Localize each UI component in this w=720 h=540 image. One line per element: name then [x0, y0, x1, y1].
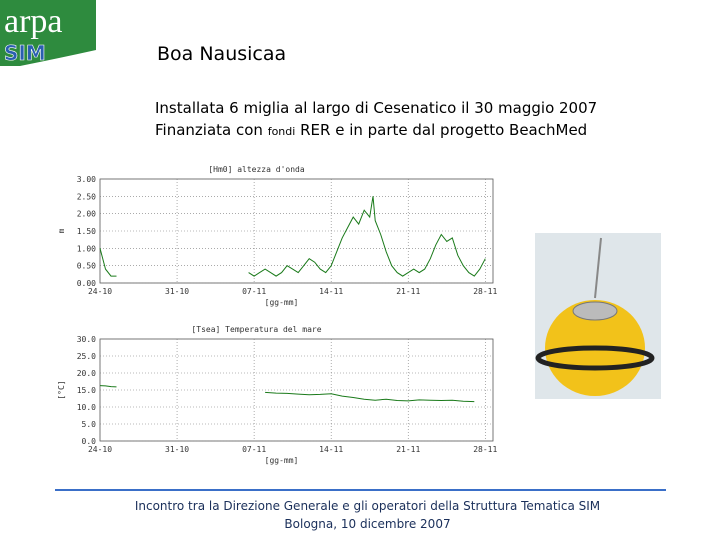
- x-tick-label: 31-10: [165, 287, 189, 296]
- y-tick-label: 30.0: [77, 335, 96, 344]
- slide-title: Boa Nausicaa: [157, 43, 287, 65]
- chart-title: [Tsea] Temperatura del mare: [191, 325, 321, 334]
- logo-art: arpa SIM: [0, 0, 96, 66]
- x-tick-label: 07-11: [242, 287, 266, 296]
- y-tick-label: 3.00: [77, 175, 96, 184]
- chart-title: [Hm0] altezza d'onda: [208, 165, 305, 174]
- y-tick-label: 20.0: [77, 369, 96, 378]
- x-tick-label: 07-11: [242, 445, 266, 454]
- y-tick-label: 0.50: [77, 262, 96, 271]
- plot-frame: [99, 338, 494, 442]
- x-tick-label: 24-10: [88, 445, 112, 454]
- plot-frame: [99, 178, 494, 284]
- buoy-photo: [535, 233, 661, 399]
- x-tick-label: 28-11: [473, 287, 497, 296]
- text: fondi: [267, 125, 296, 138]
- y-axis-label: [°C]: [57, 380, 66, 399]
- y-tick-label: 0.00: [77, 279, 96, 288]
- text: Finanziata con: [155, 121, 263, 139]
- subtitle-line: Finanziata con fondi RER e in parte dal …: [155, 121, 587, 139]
- x-axis-label: [gg-mm]: [265, 456, 299, 465]
- subtitle-line: Installata 6 miglia al largo di Cesenati…: [155, 99, 598, 117]
- logo-bg: [0, 0, 96, 66]
- y-axis-label: m: [57, 228, 66, 233]
- y-tick-label: 15.0: [77, 386, 96, 395]
- y-tick-label: 1.50: [77, 227, 96, 236]
- footer-line: Bologna, 10 dicembre 2007: [284, 517, 451, 531]
- charts: [Hm0] altezza d'onda m [gg-mm] 0.00 0.50 1.00…: [57, 165, 498, 465]
- x-tick-label: 14-11: [319, 445, 343, 454]
- x-tick-label: 24-10: [88, 287, 112, 296]
- x-tick-label: 31-10: [165, 445, 189, 454]
- data-line: [99, 385, 475, 403]
- y-tick-label: 2.50: [77, 192, 96, 201]
- x-tick-label: 14-11: [319, 287, 343, 296]
- data-line: [99, 196, 486, 277]
- x-tick-label: 28-11: [473, 445, 497, 454]
- y-tick-label: 1.00: [77, 244, 96, 253]
- divider: [55, 489, 666, 491]
- logo-bottom: SIM: [4, 41, 46, 65]
- footer-line: Incontro tra la Direzione Generale e gli…: [134, 499, 601, 513]
- x-axis-label: [gg-mm]: [265, 298, 299, 307]
- y-tick-label: 0.0: [82, 437, 97, 446]
- y-tick-label: 10.0: [77, 403, 96, 412]
- y-tick-label: 25.0: [77, 352, 96, 361]
- buoy-top: [572, 301, 618, 321]
- x-tick-label: 21-11: [396, 287, 420, 296]
- x-tick-label: 21-11: [396, 445, 420, 454]
- buoy-ring: [535, 345, 655, 371]
- logo-top: arpa: [4, 3, 63, 40]
- y-tick-label: 2.00: [77, 210, 96, 219]
- antenna: [594, 237, 602, 299]
- text: RER e in parte dal progetto BeachMed: [300, 121, 588, 139]
- logo: arpa SIM: [0, 0, 96, 66]
- y-tick-label: 5.0: [82, 420, 97, 429]
